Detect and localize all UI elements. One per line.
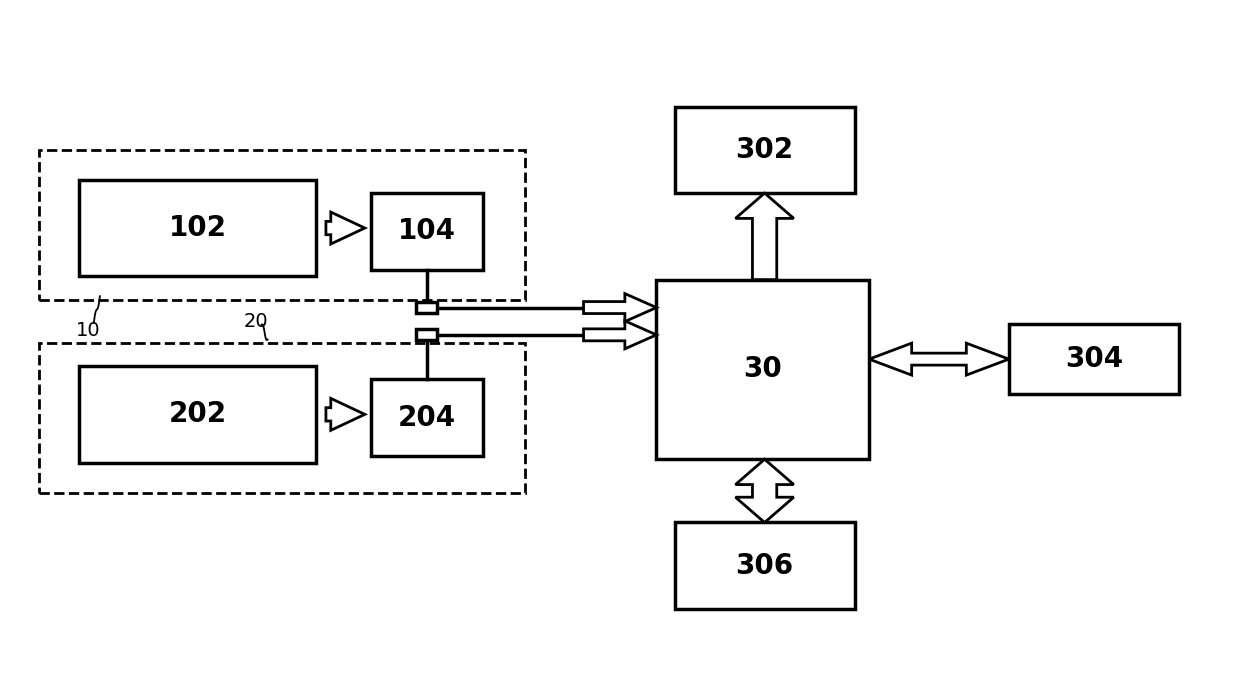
Polygon shape	[584, 321, 656, 349]
Bar	[79, 366, 316, 462]
Polygon shape	[735, 193, 794, 280]
Text: 304: 304	[1065, 345, 1123, 373]
Text: 204: 204	[398, 404, 456, 432]
Bar	[417, 302, 438, 313]
Text: 302: 302	[735, 136, 794, 164]
Text: 102: 102	[169, 214, 227, 242]
Bar	[371, 193, 482, 270]
Polygon shape	[326, 212, 365, 244]
Polygon shape	[584, 293, 656, 322]
Bar	[675, 107, 854, 193]
Text: 104: 104	[398, 217, 456, 245]
Bar	[656, 280, 869, 459]
Bar	[1009, 324, 1179, 394]
Polygon shape	[869, 343, 1009, 375]
Bar	[79, 180, 316, 276]
Bar	[417, 329, 438, 340]
Bar	[40, 343, 526, 492]
Polygon shape	[326, 399, 365, 430]
Text: 30: 30	[744, 355, 782, 384]
Text: 20: 20	[243, 312, 268, 331]
Text: 10: 10	[76, 321, 100, 340]
Bar	[371, 380, 482, 456]
Text: 306: 306	[735, 552, 794, 580]
Bar	[675, 523, 854, 609]
Text: 202: 202	[169, 401, 227, 428]
Bar	[40, 150, 526, 299]
Polygon shape	[735, 459, 794, 523]
